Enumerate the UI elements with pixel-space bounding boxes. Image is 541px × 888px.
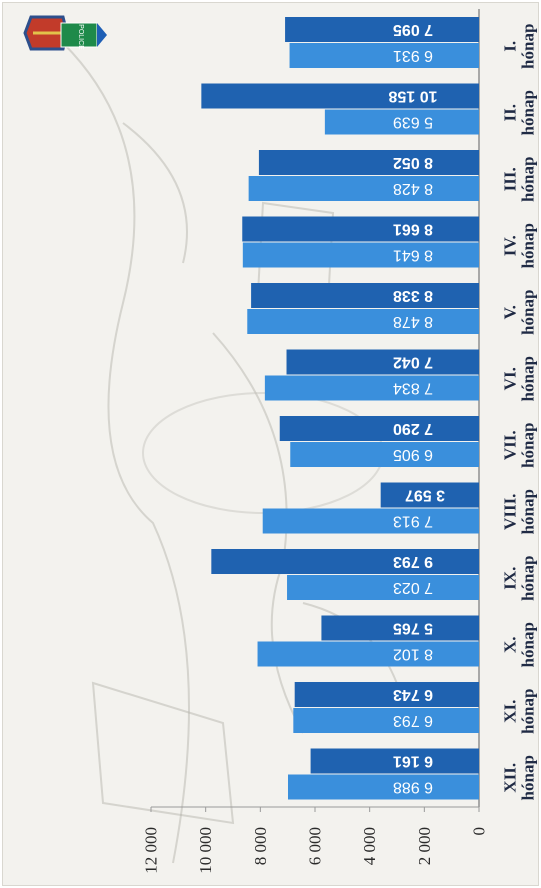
data-label: 7 023 [393,579,433,596]
data-label: 8 661 [393,221,433,238]
bar-series1 [294,682,479,707]
data-label: 6 161 [393,753,433,770]
data-label: 3 597 [405,487,445,504]
bar-series2 [262,508,479,534]
value-tick-label: 12 000 [142,827,161,874]
data-label: 8 428 [393,180,433,197]
badge-arrow-icon [97,23,107,47]
data-label: 6 905 [393,446,433,463]
category-label: hónap [519,157,538,202]
category-label: V. [501,305,520,319]
value-tick-label: 4 000 [360,827,379,865]
category-label: hónap [519,223,538,268]
bar-series1 [201,83,479,109]
bar-series2 [247,309,479,334]
category-label: IX. [501,567,520,590]
police-badge-text: POLICE [77,24,84,50]
value-tick-label: 6 000 [306,827,325,865]
category-label: hónap [519,622,538,667]
category-label: hónap [519,689,538,734]
value-tick-label: 8 000 [251,827,270,865]
category-label: hónap [519,356,538,401]
bar-series1 [251,283,479,308]
category-label: VIII. [501,494,520,530]
category-label: hónap [519,489,538,534]
data-label: 8 641 [393,247,433,264]
data-labels: 7 095 6 931 10 158 5 639 8 052 8 428 8 661 8 64… [388,21,445,796]
sketch-line [122,122,188,264]
category-label: hónap [519,423,538,468]
bar-series2 [287,575,479,600]
bar-series1 [286,349,479,375]
bar-chart: POLICE 7 095 6 931 10 158 5 639 8 052 8 428 8 … [23,9,538,874]
category-label: IV. [501,235,520,256]
bar-series1 [380,482,479,508]
value-axis-ticks: 0 2 000 4 000 6 000 8 000 10 000 12 000 [142,807,489,874]
data-label: 7 042 [393,354,433,371]
bar-series1 [211,549,480,574]
data-label: 7 913 [393,513,433,530]
data-label: 8 478 [393,313,433,330]
data-label: 6 793 [393,712,433,729]
category-label: II. [501,104,520,121]
data-label: 7 290 [393,420,433,437]
bar-series2 [290,442,479,467]
bar-series2 [257,641,479,667]
bar-series1 [285,17,479,42]
category-label: X. [501,636,520,653]
category-label: hónap [519,556,538,601]
data-label: 9 793 [393,553,433,570]
value-tick-label: 10 000 [196,827,215,874]
data-label: 5 765 [393,620,433,637]
bar-series2 [324,109,479,135]
sketch-line [91,681,235,825]
category-label: XI. [501,700,520,723]
bar-series1 [258,150,479,175]
category-label: hónap [519,90,538,135]
category-label: III. [501,167,520,191]
bar-series2 [242,242,479,268]
category-label: I. [501,41,520,52]
bar-series2 [264,375,479,401]
police-logo: POLICE [23,15,107,51]
category-label: hónap [519,290,538,335]
bar-series2 [293,708,479,733]
data-label: 5 639 [393,114,433,131]
data-label: 6 743 [393,686,433,703]
data-label: 7 834 [393,380,433,397]
bar-series2 [248,176,479,201]
data-label: 8 102 [393,646,433,663]
data-label: 7 095 [393,21,433,38]
category-label: VII. [501,430,520,460]
data-label: 6 931 [393,47,433,64]
bar-series2 [289,43,479,68]
data-label: 10 158 [388,88,437,105]
data-label: 8 338 [393,287,433,304]
bar-series1 [310,748,479,774]
sketch-line [62,42,190,864]
bar-series1 [321,615,479,641]
value-tick-label: 2 000 [415,827,434,865]
bars [201,17,480,800]
bar-series1 [242,216,479,242]
category-label: VI. [501,367,520,390]
data-label: 6 988 [393,779,433,796]
bar-series1 [279,416,479,441]
category-label: hónap [519,24,538,69]
data-label: 8 052 [393,154,433,171]
value-tick-label: 0 [470,827,489,836]
bar-series2 [287,774,479,800]
category-label: hónap [519,755,538,800]
category-label: XII. [501,763,520,793]
police-badge-icon [60,22,98,48]
